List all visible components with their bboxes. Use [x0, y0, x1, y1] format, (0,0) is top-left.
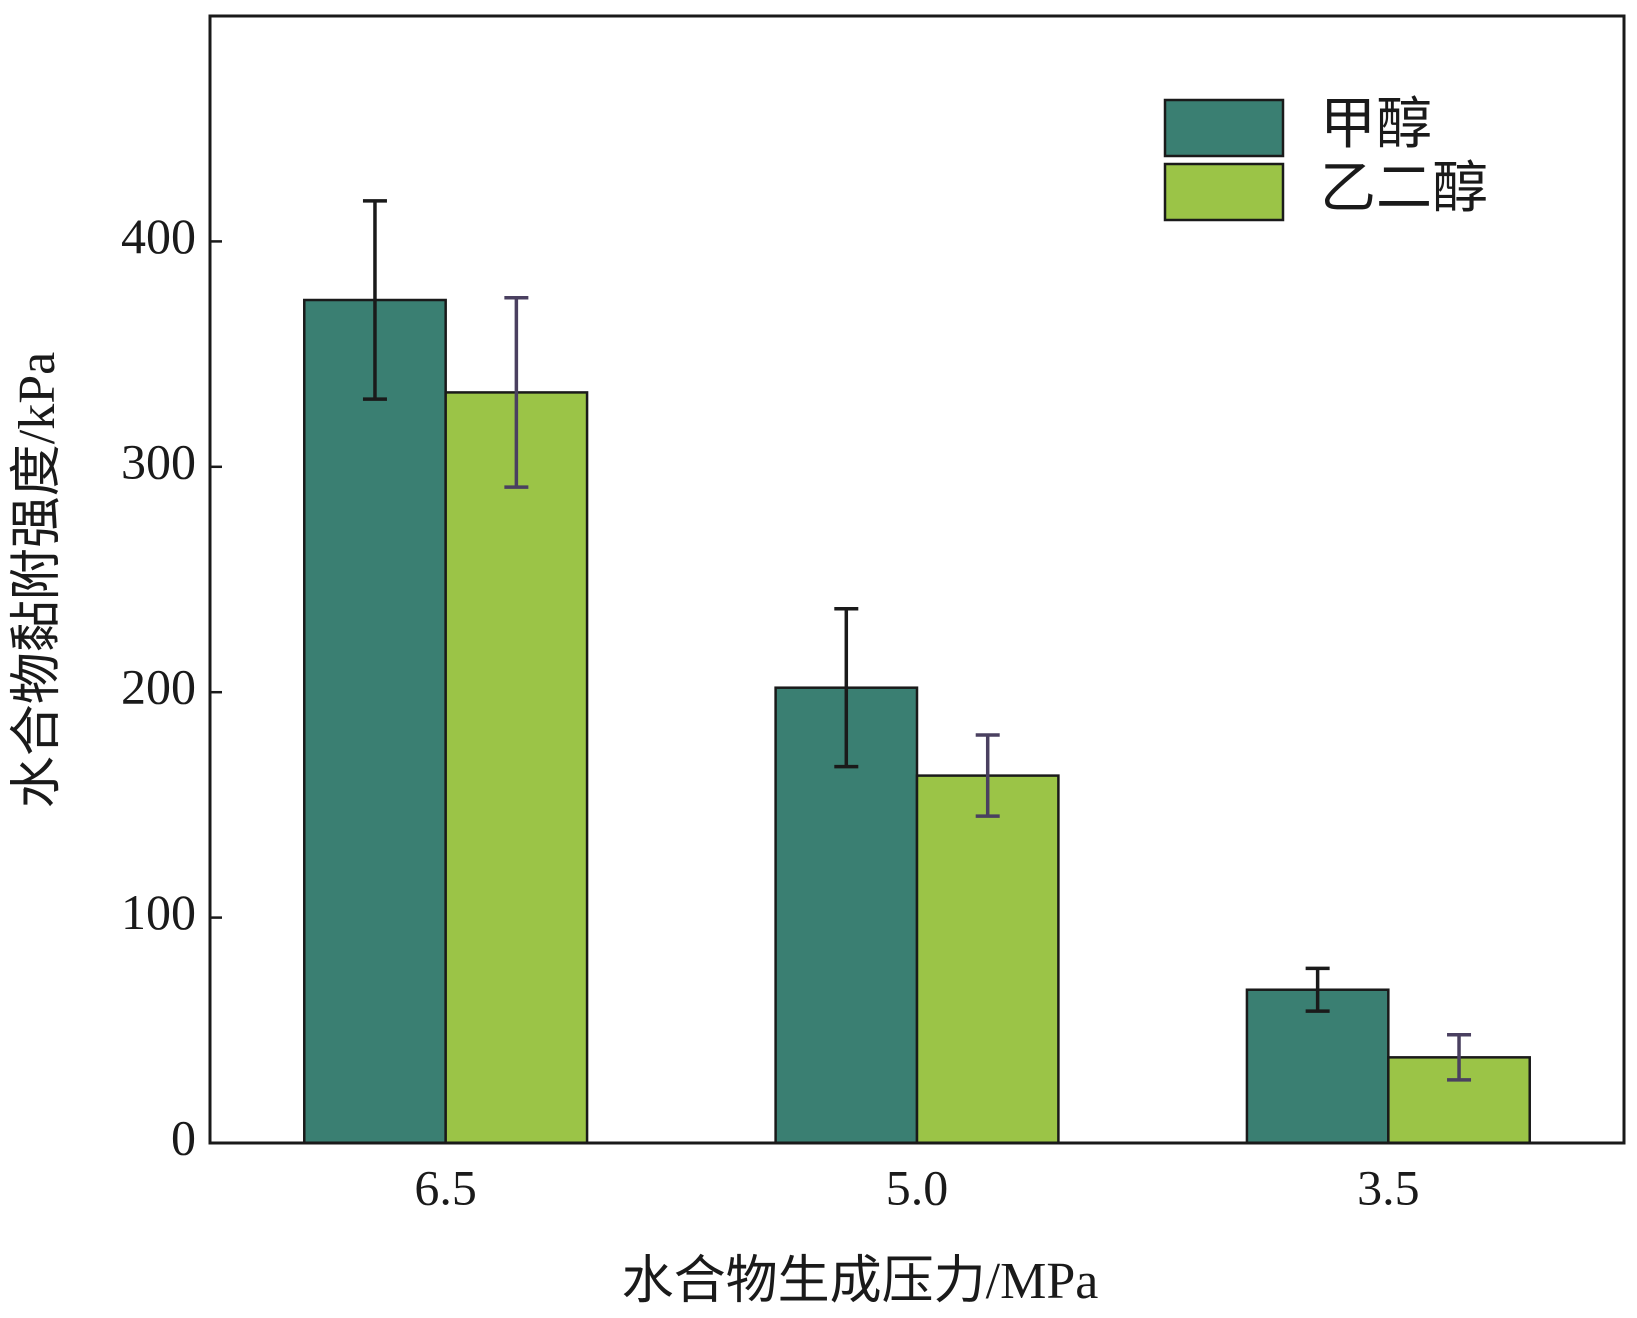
legend-swatch — [1163, 98, 1285, 158]
error-bar — [1305, 966, 1330, 1013]
bar — [1245, 988, 1390, 1145]
x-axis-label: 水合物生成压力/MPa — [622, 1253, 1099, 1310]
y-tick-label: 400 — [121, 208, 196, 264]
bar — [915, 774, 1060, 1145]
error-bar — [975, 733, 1000, 818]
y-tick-label: 0 — [171, 1109, 196, 1165]
x-tick-label: 3.5 — [1357, 1159, 1420, 1215]
legend-label: 甲醇 — [1320, 94, 1432, 156]
y-tick-label: 200 — [121, 659, 196, 715]
legend-swatch — [1163, 162, 1285, 222]
error-bar — [362, 199, 387, 401]
bar — [444, 391, 589, 1145]
bar — [303, 298, 447, 1145]
y-tick-label: 100 — [121, 884, 196, 940]
plot-frame — [208, 14, 1626, 1145]
error-bar — [1447, 1033, 1472, 1082]
y-tick-label: 300 — [121, 433, 196, 489]
error-bar — [504, 296, 529, 489]
legend-label: 乙二醇 — [1320, 158, 1488, 220]
y-axis-label: 水合物黏附强度/kPa — [9, 352, 66, 808]
error-bar — [834, 607, 859, 769]
x-tick-label: 5.0 — [886, 1159, 949, 1215]
x-tick-label: 6.5 — [414, 1159, 477, 1215]
